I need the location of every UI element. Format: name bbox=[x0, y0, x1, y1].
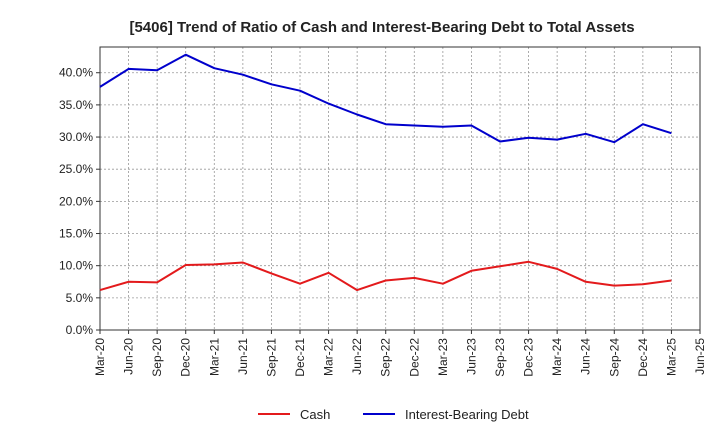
x-tick-label: Dec-22 bbox=[407, 338, 421, 377]
x-tick-label: Sep-22 bbox=[379, 338, 393, 377]
x-tick-label: Jun-20 bbox=[122, 338, 136, 375]
x-tick-label: Mar-22 bbox=[322, 338, 336, 376]
x-tick-label: Sep-23 bbox=[493, 338, 507, 377]
x-tick-label: Jun-24 bbox=[579, 338, 593, 375]
series-line-0 bbox=[99, 260, 672, 292]
x-tick-label: Jun-25 bbox=[693, 338, 707, 375]
series-line-1 bbox=[99, 53, 672, 144]
legend-label-1: Interest-Bearing Debt bbox=[405, 407, 529, 422]
x-tick-label: Mar-20 bbox=[93, 338, 107, 376]
y-tick-label: 40.0% bbox=[59, 66, 93, 80]
x-tick-label: Dec-20 bbox=[179, 338, 193, 377]
y-tick-label: 10.0% bbox=[59, 259, 93, 273]
y-tick-label: 30.0% bbox=[59, 130, 93, 144]
y-tick-label: 35.0% bbox=[59, 98, 93, 112]
x-tick-label: Dec-23 bbox=[522, 338, 536, 377]
tick-labels: 0.0% 5.0% 10.0% 15.0% 20.0% 25.0% 30.0% 35.0% 40… bbox=[59, 66, 707, 377]
series-lines bbox=[99, 53, 672, 292]
y-tick-label: 15.0% bbox=[59, 227, 93, 241]
x-tick-label: Dec-21 bbox=[293, 338, 307, 377]
legend-label-0: Cash bbox=[300, 407, 330, 422]
plot-frame bbox=[99, 46, 701, 331]
x-tick-label: Mar-24 bbox=[550, 338, 564, 376]
x-tick-label: Mar-23 bbox=[436, 338, 450, 376]
grid-lines bbox=[100, 47, 700, 331]
y-tick-label: 0.0% bbox=[66, 323, 94, 337]
x-tick-label: Mar-25 bbox=[664, 338, 678, 376]
y-tick-label: 5.0% bbox=[66, 291, 94, 305]
x-tick-label: Jun-22 bbox=[350, 338, 364, 375]
x-tick-label: Mar-21 bbox=[207, 338, 221, 376]
chart-title: [5406] Trend of Ratio of Cash and Intere… bbox=[129, 19, 634, 36]
x-tick-label: Sep-21 bbox=[264, 338, 278, 377]
x-tick-label: Jun-23 bbox=[464, 338, 478, 375]
x-tick-label: Sep-20 bbox=[150, 338, 164, 377]
x-tick-label: Sep-24 bbox=[607, 338, 621, 377]
axes bbox=[96, 46, 701, 334]
y-tick-label: 25.0% bbox=[59, 162, 93, 176]
y-tick-label: 20.0% bbox=[59, 194, 93, 208]
x-tick-label: Jun-21 bbox=[236, 338, 250, 375]
legend: Cash Interest-Bearing Debt bbox=[258, 407, 529, 422]
x-tick-label: Dec-24 bbox=[636, 338, 650, 377]
